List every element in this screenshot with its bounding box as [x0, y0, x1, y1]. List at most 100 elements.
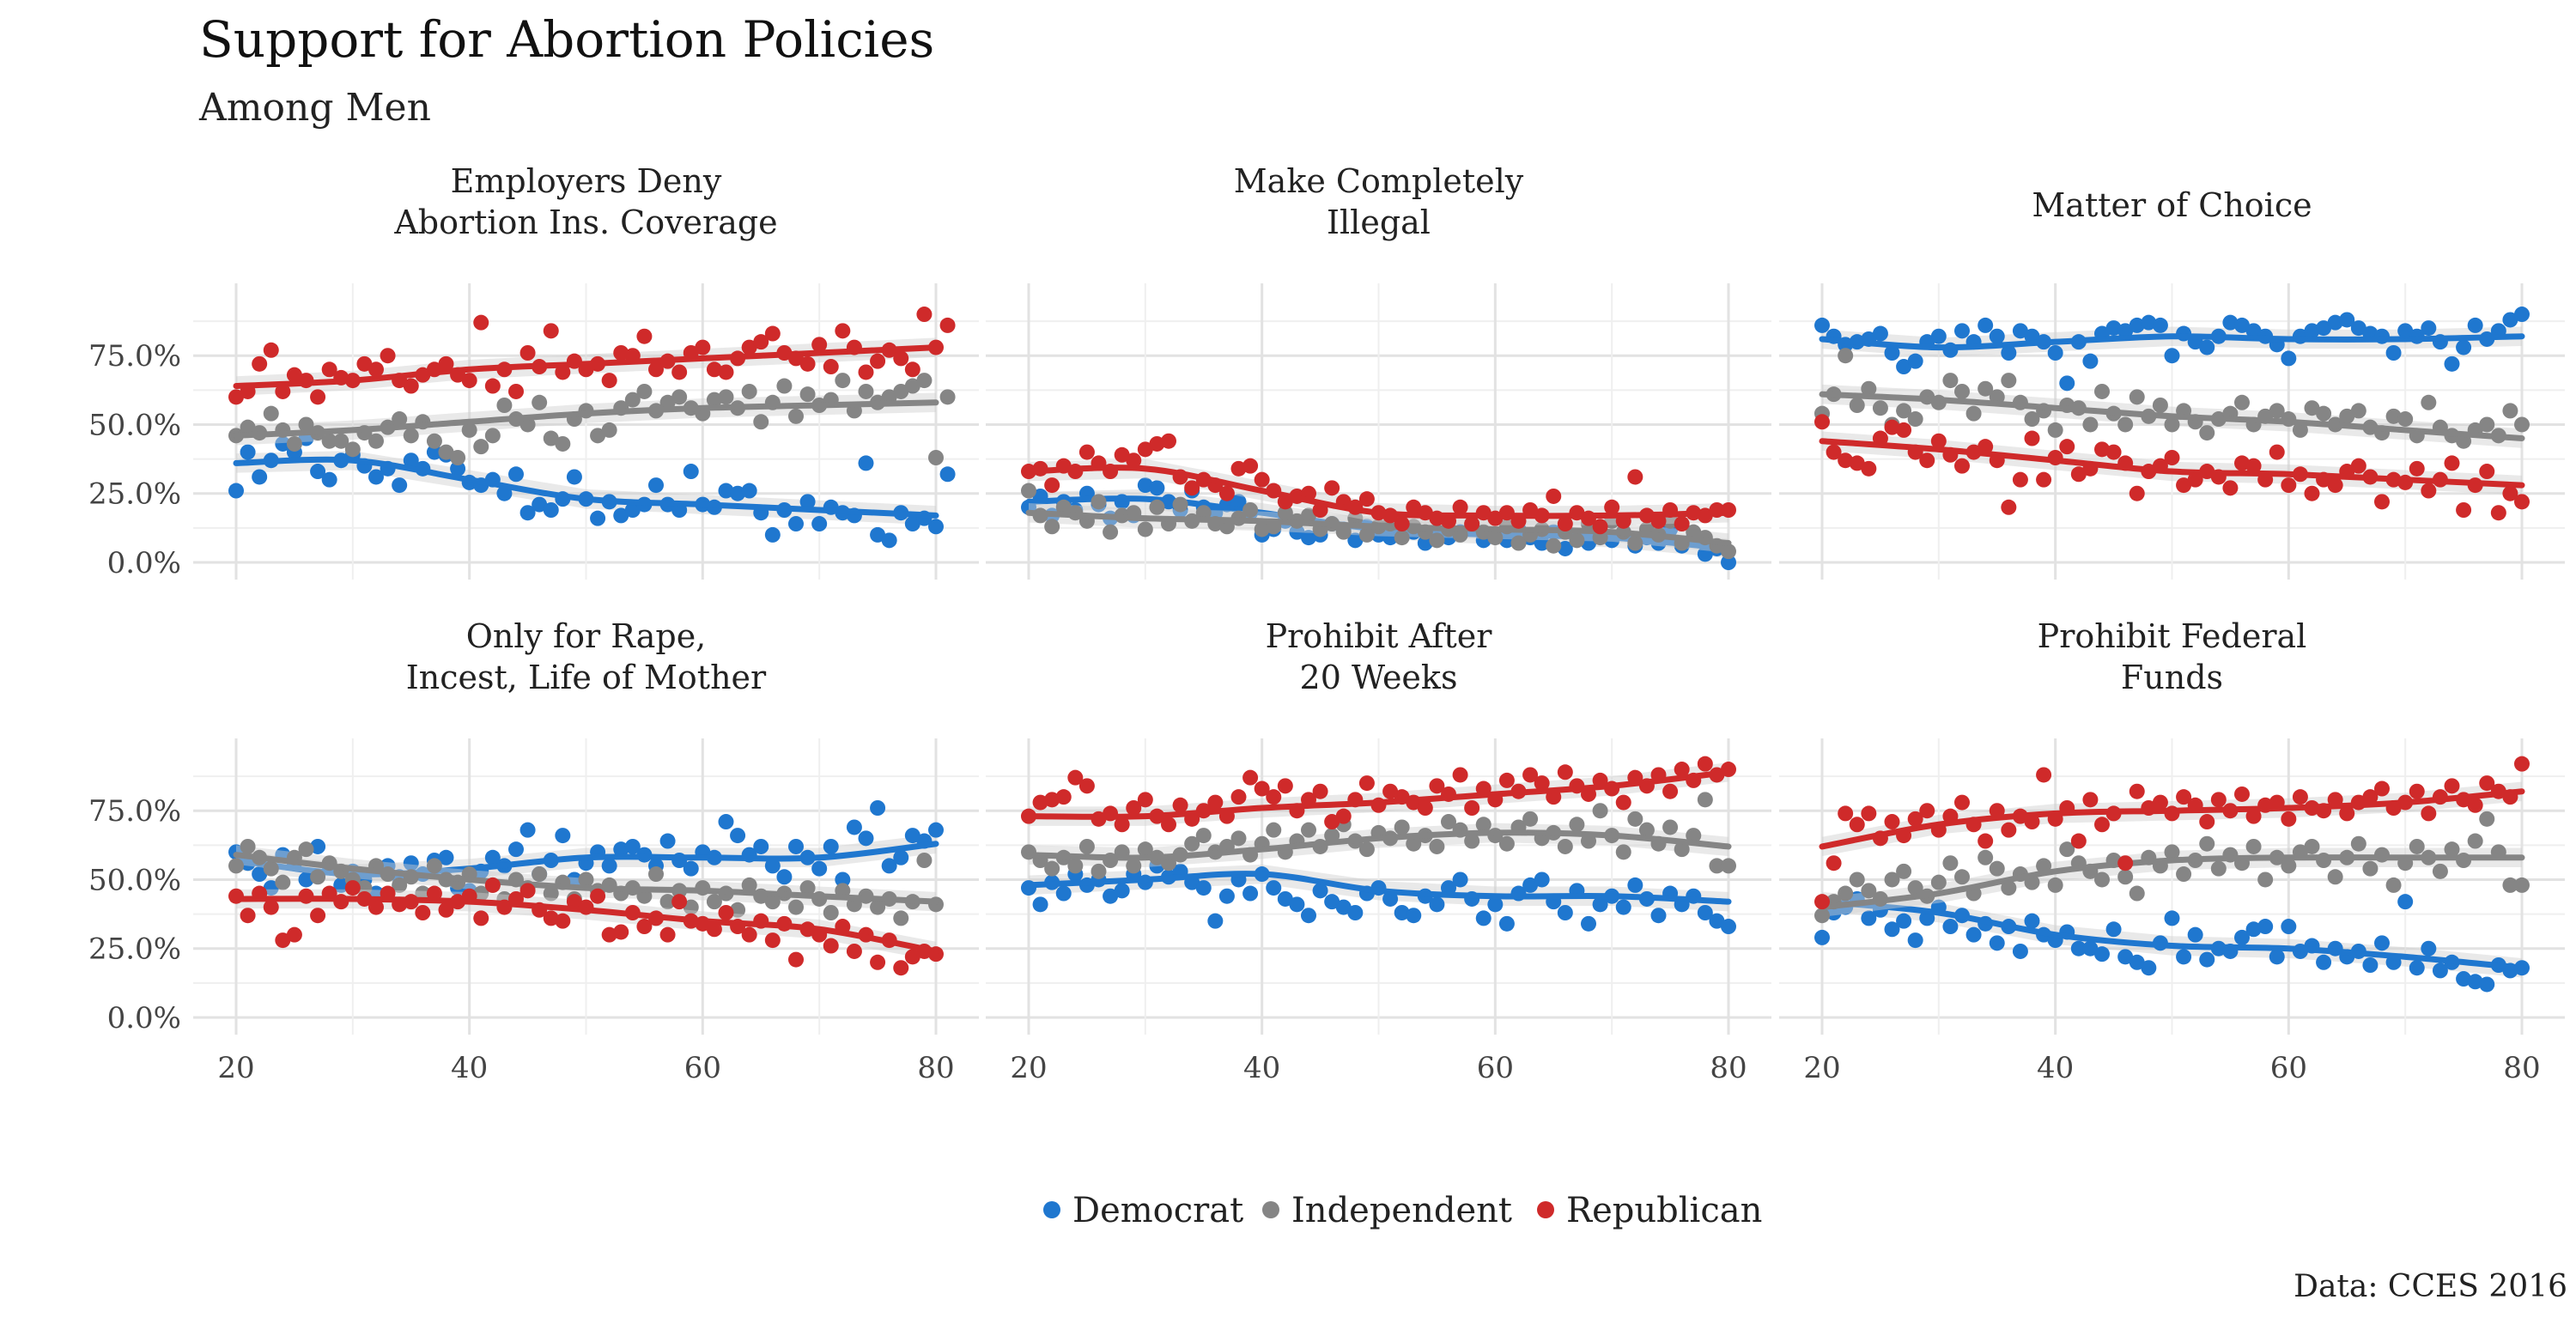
data-point [1872, 400, 1888, 416]
data-point [624, 392, 641, 408]
data-point [1615, 844, 1631, 860]
data-point [1930, 433, 1947, 449]
data-point [2094, 383, 2110, 399]
data-point [1230, 460, 1247, 477]
data-point [2117, 323, 2134, 339]
data-point [228, 858, 244, 874]
data-point [1534, 535, 1550, 551]
data-point [2059, 439, 2075, 455]
data-point [1650, 908, 1667, 924]
data-point [1896, 359, 1912, 375]
data-point [555, 364, 571, 380]
data-point [333, 877, 349, 893]
data-point [473, 910, 489, 926]
data-point [2047, 345, 2063, 361]
data-point [1978, 849, 1994, 865]
data-point [275, 932, 291, 949]
data-point [2479, 976, 2495, 993]
data-point [240, 838, 256, 854]
data-point [2164, 844, 2180, 860]
data-point [426, 885, 442, 902]
data-point [2304, 485, 2320, 501]
data-point [392, 877, 408, 893]
data-point [1114, 446, 1130, 463]
data-point [916, 373, 933, 389]
data-point [566, 871, 582, 888]
data-point [2409, 838, 2425, 854]
data-point [1965, 926, 1982, 943]
data-point [683, 860, 699, 877]
data-point [2164, 910, 2180, 926]
data-point [1078, 444, 1095, 460]
data-point [2456, 339, 2472, 355]
data-point [2164, 416, 2180, 433]
series-independent [1814, 348, 2530, 449]
panel-title-line: Abortion Ins. Coverage [393, 203, 777, 241]
data-point [1055, 789, 1072, 805]
data-point [2281, 350, 2297, 367]
smooth-line [1025, 871, 1732, 905]
data-point [636, 919, 653, 935]
data-point [799, 494, 816, 510]
data-point [403, 452, 419, 469]
data-point [2129, 783, 2145, 799]
data-point [1161, 433, 1176, 449]
data-point [2129, 389, 2145, 405]
data-point [2514, 416, 2530, 433]
data-point [1406, 499, 1422, 515]
data-point [1091, 863, 1107, 879]
data-point [2421, 394, 2437, 410]
smooth-line [1819, 788, 2525, 850]
data-point [438, 444, 454, 460]
data-point [286, 435, 302, 452]
data-point [601, 373, 617, 389]
data-point [263, 860, 279, 877]
data-point [788, 951, 804, 968]
data-point [2385, 345, 2402, 361]
data-point [1662, 819, 1679, 835]
data-point [2502, 877, 2518, 893]
data-point [519, 345, 536, 361]
data-point [1557, 516, 1573, 532]
data-point [310, 389, 326, 405]
data-point [741, 483, 757, 499]
data-point [904, 828, 920, 844]
data-point [2374, 935, 2390, 951]
data-point [881, 532, 897, 549]
data-point [1347, 905, 1364, 920]
data-point [1697, 792, 1713, 808]
data-point [1464, 833, 1480, 849]
y-tick-label: 0.0% [107, 546, 181, 580]
data-point [1686, 828, 1702, 844]
data-point [2514, 494, 2530, 510]
data-point [1978, 833, 1994, 849]
data-point [1965, 405, 1982, 422]
data-point [1546, 537, 1562, 554]
data-point [1230, 789, 1247, 805]
data-point [2421, 483, 2437, 499]
data-point [1709, 858, 1725, 874]
confidence-band [1822, 326, 2522, 357]
data-point [1954, 323, 1970, 339]
data-point [403, 378, 419, 394]
data-point [870, 353, 886, 369]
smooth-line [1025, 465, 1732, 519]
data-point [1814, 317, 1830, 333]
data-point [555, 828, 571, 844]
data-point [590, 888, 606, 904]
data-point [939, 317, 956, 333]
data-point [835, 871, 851, 888]
data-point [1942, 373, 1959, 389]
data-point [671, 389, 688, 405]
data-point [2082, 940, 2099, 957]
data-point [1382, 783, 1399, 799]
data-point [508, 383, 524, 399]
data-point [519, 883, 536, 899]
data-point [671, 364, 688, 380]
data-point [753, 838, 769, 854]
data-point [2281, 477, 2297, 494]
data-point [893, 960, 909, 976]
data-point [566, 469, 582, 485]
data-point [1954, 383, 1970, 399]
data-point [718, 364, 734, 380]
